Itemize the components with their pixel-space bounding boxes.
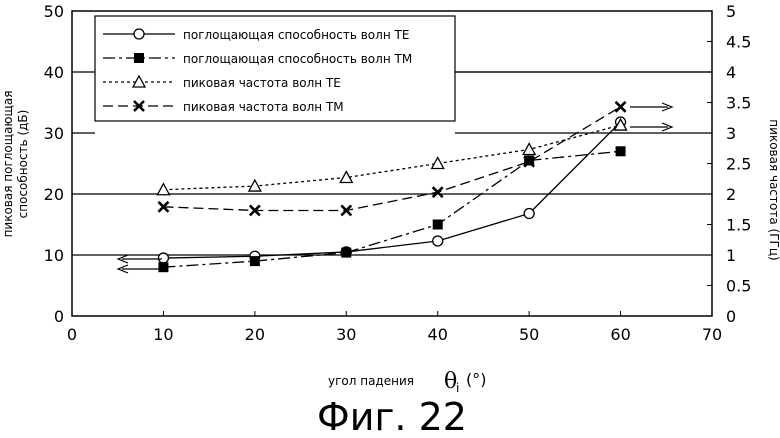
legend-label: поглощающая способность волн TM — [183, 52, 412, 66]
y-tick-label: 40 — [44, 63, 64, 82]
x-axis-unit: (°) — [466, 370, 486, 389]
figure-caption: Фиг. 22 — [317, 395, 467, 438]
data-point — [432, 158, 444, 169]
x-tick-label: 60 — [610, 325, 630, 344]
data-point — [524, 209, 534, 219]
y2-tick-label: 4 — [726, 63, 736, 82]
x-axis-theta-subscript: i — [456, 381, 459, 395]
y2-tick-label: 2.5 — [726, 155, 751, 174]
x-axis-label: угол падения — [328, 374, 414, 388]
series-group — [157, 102, 626, 272]
x-tick-label: 40 — [428, 325, 448, 344]
y-tick-label: 50 — [44, 2, 64, 21]
y-axis-label-line1: пиковая поглощающая — [1, 91, 15, 238]
x-tick-label: 70 — [702, 325, 722, 344]
y-tick-label: 30 — [44, 124, 64, 143]
data-point — [158, 253, 168, 263]
y2-tick-label: 3 — [726, 124, 736, 143]
legend: поглощающая способность волн TE поглощающ… — [95, 16, 455, 121]
y2-tick-label: 5 — [726, 2, 736, 21]
y2-axis-label: пиковая частота (ГГц) — [767, 119, 780, 260]
x-tick-label: 30 — [336, 325, 356, 344]
data-point — [249, 180, 261, 191]
data-point — [250, 256, 260, 266]
data-point — [341, 205, 351, 215]
y2-tick-label: 0 — [726, 307, 736, 326]
legend-label: пиковая частота волн TE — [183, 76, 341, 90]
y-tick-label: 20 — [44, 185, 64, 204]
y2-tick-label: 0.5 — [726, 277, 751, 296]
x-tick-label: 20 — [245, 325, 265, 344]
data-point — [616, 102, 626, 112]
y-axis-label-line2: способность (дБ) — [16, 110, 30, 219]
x-tick-label: 10 — [153, 325, 173, 344]
series-3 — [157, 119, 626, 195]
data-point — [341, 248, 351, 258]
series-1 — [158, 117, 625, 263]
y2-tick-label: 4.5 — [726, 33, 751, 52]
x-tick-label: 50 — [519, 325, 539, 344]
legend-label: пиковая частота волн TM — [183, 100, 344, 114]
data-point — [433, 187, 443, 197]
series-line — [163, 125, 620, 190]
data-point — [158, 262, 168, 272]
series-line — [163, 122, 620, 258]
y2-tick-label: 2 — [726, 185, 736, 204]
data-point — [616, 146, 626, 156]
x-tick-label: 0 — [67, 325, 77, 344]
data-point — [433, 220, 443, 230]
y2-tick-label: 1 — [726, 246, 736, 265]
y2-tick-label: 3.5 — [726, 94, 751, 113]
series-line — [163, 107, 620, 211]
y-tick-label: 10 — [44, 246, 64, 265]
legend-swatch-marker — [134, 53, 144, 63]
y-tick-label: 0 — [54, 307, 64, 326]
data-point — [157, 184, 169, 195]
data-point — [433, 236, 443, 246]
y2-tick-label: 1.5 — [726, 216, 751, 235]
legend-swatch-marker — [134, 29, 144, 39]
legend-label: поглощающая способность волн TE — [183, 28, 409, 42]
y2-axis-ticks: 0 0.5 1 1.5 2 2.5 3 3.5 4 4.5 5 — [707, 2, 751, 326]
